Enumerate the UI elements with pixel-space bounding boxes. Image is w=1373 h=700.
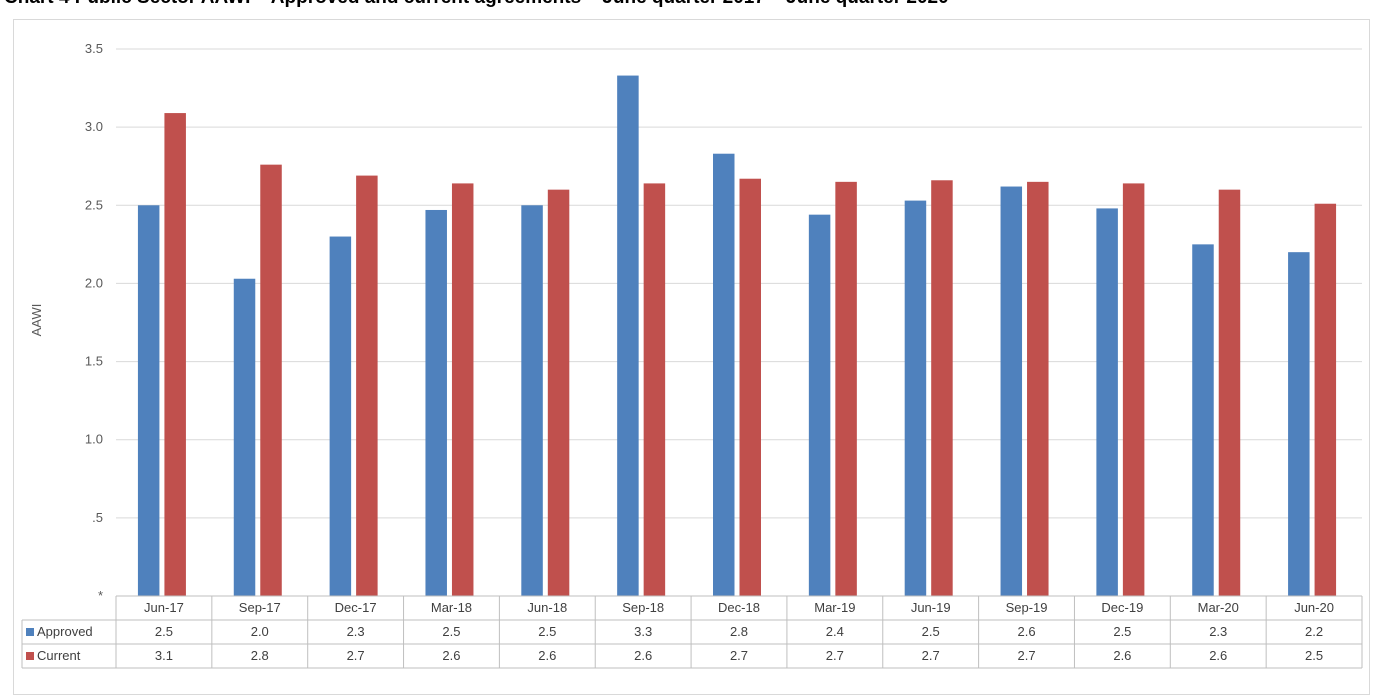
bar-current: [164, 113, 186, 596]
data-label: 2.4: [826, 624, 844, 639]
data-label: 2.5: [155, 624, 173, 639]
data-label: 2.3: [1209, 624, 1227, 639]
bar-current: [1218, 189, 1241, 596]
data-label: 2.5: [442, 624, 460, 639]
bar-approved: [233, 278, 256, 596]
y-axis-label: AAWI: [29, 304, 44, 337]
data-label: 2.7: [922, 648, 940, 663]
bar-current: [835, 181, 857, 597]
x-tick-label: Dec-19: [1101, 600, 1143, 615]
data-label: 2.5: [1113, 624, 1131, 639]
x-tick-label: Sep-18: [622, 600, 664, 615]
x-tick-label: Mar-20: [1198, 600, 1239, 615]
y-axis-ticks: * .5 1.0 1.5 2.0 2.5 3.0 3.5: [85, 41, 103, 603]
y-tick-label: *: [98, 588, 103, 603]
y-tick-label: 3.5: [85, 41, 103, 56]
bar-current: [643, 183, 666, 597]
data-label: 2.7: [1017, 648, 1035, 663]
data-label: 2.2: [1305, 624, 1323, 639]
x-tick-label: Jun-19: [911, 600, 951, 615]
legend-swatch-current: [26, 652, 34, 660]
data-label: 3.3: [634, 624, 652, 639]
data-label: 2.7: [826, 648, 844, 663]
bar-current: [451, 183, 474, 597]
data-label: 2.8: [251, 648, 269, 663]
data-label: 2.3: [347, 624, 365, 639]
bar-current: [931, 180, 953, 596]
bar-current: [260, 164, 282, 596]
bar-current: [356, 175, 378, 596]
data-label: 2.6: [1017, 624, 1035, 639]
data-label: 2.6: [634, 648, 652, 663]
chart-title: Chart 4 Public Sector AAWI – Approved an…: [4, 0, 949, 9]
x-tick-label: Jun-20: [1294, 600, 1334, 615]
y-tick-label: 2.0: [85, 275, 103, 290]
bar-approved: [329, 236, 352, 597]
x-tick-label: Mar-19: [814, 600, 855, 615]
y-tick-label: 3.0: [85, 119, 103, 134]
legend-label-approved: Approved: [37, 624, 93, 639]
bar-current: [1027, 181, 1049, 597]
x-tick-label: Dec-18: [718, 600, 760, 615]
data-label: 2.5: [538, 624, 556, 639]
bar-approved: [808, 214, 831, 597]
data-label: 2.6: [442, 648, 460, 663]
bar-approved: [425, 209, 447, 596]
y-tick-label: .5: [92, 510, 103, 525]
data-label: 2.5: [922, 624, 940, 639]
bar-current: [1122, 183, 1145, 597]
bar-approved: [617, 75, 639, 596]
x-tick-label: Jun-17: [144, 600, 184, 615]
y-tick-label: 1.0: [85, 432, 103, 447]
bar-approved: [1192, 244, 1214, 596]
legend-swatch-approved: [26, 628, 34, 636]
data-label: 2.6: [1113, 648, 1131, 663]
data-label: 2.0: [251, 624, 269, 639]
x-tick-label: Sep-19: [1006, 600, 1048, 615]
bar-approved: [1288, 252, 1310, 596]
bar-approved: [904, 200, 927, 596]
x-tick-label: Jun-18: [527, 600, 567, 615]
bar-current: [1314, 203, 1337, 597]
data-label: 2.8: [730, 624, 748, 639]
legend-label-current: Current: [37, 648, 81, 663]
x-tick-label: Mar-18: [431, 600, 472, 615]
bar-approved: [1000, 186, 1023, 596]
data-label: 3.1: [155, 648, 173, 663]
x-tick-label: Dec-17: [335, 600, 377, 615]
y-tick-label: 1.5: [85, 354, 103, 369]
bar-current: [547, 189, 570, 596]
gridlines: [116, 48, 1362, 519]
bars: [137, 75, 1337, 597]
bar-approved: [713, 153, 735, 596]
bar-approved: [137, 205, 160, 597]
chart-border: [13, 19, 1370, 695]
bar-current: [739, 178, 761, 596]
bar-approved: [521, 205, 543, 597]
data-label: 2.6: [538, 648, 556, 663]
data-label: 2.6: [1209, 648, 1227, 663]
data-label: 2.7: [730, 648, 748, 663]
data-table: Jun-17 Sep-17 Dec-17 Mar-18 Jun-18 Sep-18 Dec-…: [21, 595, 1363, 669]
x-tick-label: Sep-17: [239, 600, 281, 615]
bar-approved: [1096, 208, 1118, 596]
data-label: 2.7: [347, 648, 365, 663]
y-tick-label: 2.5: [85, 197, 103, 212]
data-label: 2.5: [1305, 648, 1323, 663]
